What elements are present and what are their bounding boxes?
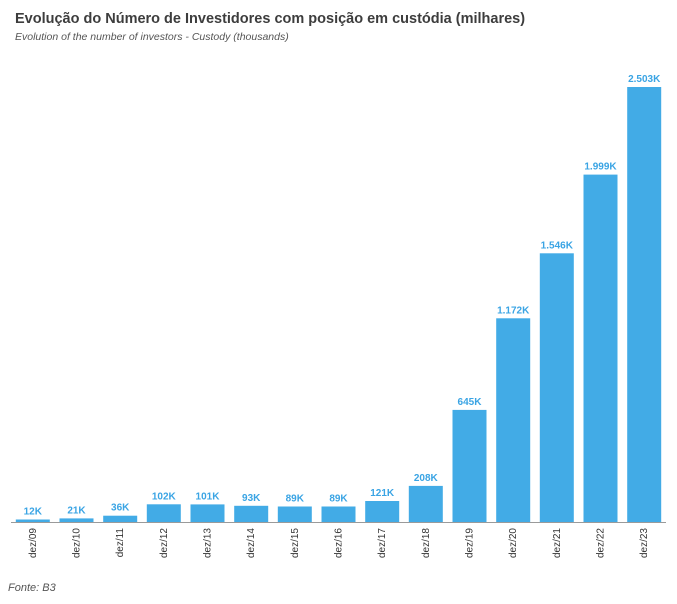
data-label: 121K [370,488,395,499]
data-label: 2.503K [628,74,661,85]
source-note: Fonte: B3 [8,582,56,594]
bar [583,174,618,522]
x-tick-label: dez/13 [203,528,214,558]
x-tick-label: dez/21 [552,528,563,558]
bar [15,519,50,522]
bar-chart: 12K dez/09 21K dez/10 36K dez/11 102K dez/12 101… [11,74,666,558]
data-label: 93K [242,493,261,504]
bar [539,253,574,523]
bar [103,515,138,522]
data-label: 36K [111,503,130,514]
x-tick-label: dez/19 [465,528,476,558]
bar [234,505,269,522]
data-label: 89K [329,494,348,505]
bar [408,485,443,522]
bar [452,409,487,522]
bar [277,506,312,522]
bar [146,504,181,522]
x-tick-label: dez/09 [28,528,39,558]
x-tick-label: dez/14 [246,528,257,558]
data-label: 1.546K [541,240,574,251]
chart-title: Evolução do Número de Investidores com p… [15,11,526,27]
data-label: 12K [24,507,43,518]
chart-subtitle: Evolution of the number of investors - C… [15,31,289,43]
x-tick-label: dez/15 [290,528,301,558]
x-tick-label: dez/23 [639,528,650,558]
data-label: 89K [286,494,305,505]
x-tick-label: dez/18 [421,528,432,558]
bar [59,518,94,522]
bar [627,87,662,522]
data-label: 21K [67,505,86,516]
bar [190,504,225,522]
x-tick-label: dez/10 [72,528,83,558]
x-tick-label: dez/17 [377,528,388,558]
data-label: 102K [152,491,177,502]
data-label: 1.172K [497,305,530,316]
x-tick-label: dez/12 [159,528,170,558]
x-tick-label: dez/11 [115,528,126,558]
bar [496,318,531,522]
x-tick-label: dez/16 [334,528,345,558]
data-label: 101K [196,491,221,502]
data-label: 1.999K [584,162,617,173]
bar [321,506,356,522]
x-tick-label: dez/20 [508,528,519,558]
data-label: 208K [414,473,439,484]
x-tick-label: dez/22 [596,528,607,558]
data-label: 645K [458,397,483,408]
bar [365,501,400,522]
